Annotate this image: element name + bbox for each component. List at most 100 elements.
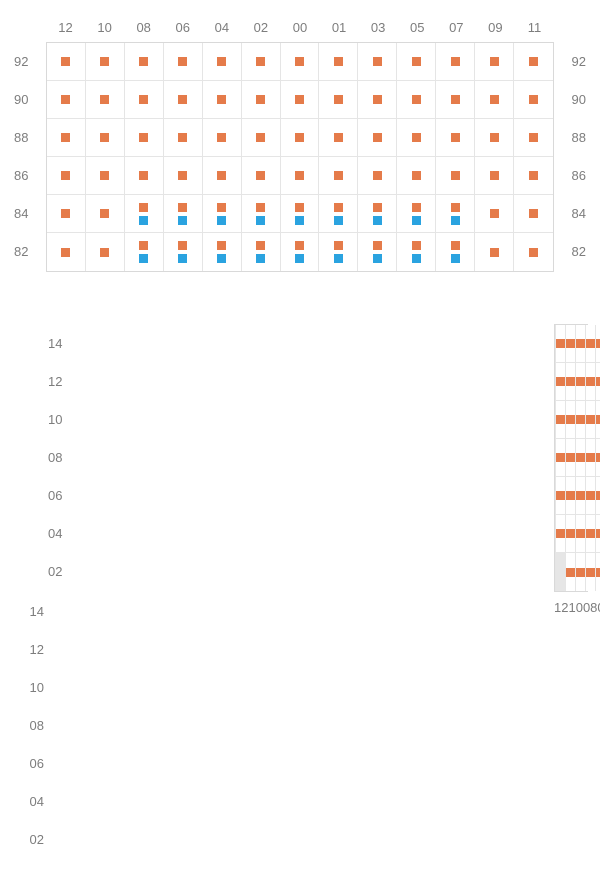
seat-cell[interactable] [125,233,164,271]
seat-cell[interactable] [586,439,596,477]
seat-cell[interactable] [576,325,586,363]
seat-cell[interactable] [358,119,397,157]
seat-cell[interactable] [281,81,320,119]
seat-cell[interactable] [86,157,125,195]
seat-cell[interactable] [596,553,600,591]
seat-cell[interactable] [86,43,125,81]
seat-cell[interactable] [566,363,576,401]
seat-cell[interactable] [164,233,203,271]
seat-cell[interactable] [436,233,475,271]
seat-cell[interactable] [358,43,397,81]
seat-cell[interactable] [586,401,596,439]
seat-cell[interactable] [358,81,397,119]
seat-cell[interactable] [125,81,164,119]
seat-cell[interactable] [586,363,596,401]
seat-cell[interactable] [358,233,397,271]
seat-cell[interactable] [125,43,164,81]
seat-cell[interactable] [475,233,514,271]
seat-cell[interactable] [47,233,86,271]
seat-cell[interactable] [586,477,596,515]
seat-cell[interactable] [556,401,566,439]
seat-cell[interactable] [358,195,397,233]
seat-cell[interactable] [164,81,203,119]
seat-cell[interactable] [86,81,125,119]
seat-cell[interactable] [514,43,553,81]
seat-cell[interactable] [556,325,566,363]
seat-cell[interactable] [586,325,596,363]
seat-cell[interactable] [203,195,242,233]
seat-cell[interactable] [556,477,566,515]
seat-cell[interactable] [397,233,436,271]
seat-cell[interactable] [586,553,596,591]
seat-cell[interactable] [596,325,600,363]
seat-cell[interactable] [47,157,86,195]
seat-cell[interactable] [164,195,203,233]
seat-cell[interactable] [242,43,281,81]
seat-cell[interactable] [436,43,475,81]
seat-cell[interactable] [397,119,436,157]
seat-cell[interactable] [566,477,576,515]
seat-cell[interactable] [576,553,586,591]
seat-cell[interactable] [242,195,281,233]
seat-cell[interactable] [203,81,242,119]
seat-cell[interactable] [319,233,358,271]
seat-cell[interactable] [514,195,553,233]
seat-cell[interactable] [556,439,566,477]
seat-cell[interactable] [596,515,600,553]
seat-cell[interactable] [596,439,600,477]
seat-cell[interactable] [397,157,436,195]
seat-cell[interactable] [436,157,475,195]
seat-cell[interactable] [475,119,514,157]
seat-cell[interactable] [47,119,86,157]
seat-cell[interactable] [281,195,320,233]
seat-cell[interactable] [47,195,86,233]
seat-cell[interactable] [576,477,586,515]
seat-cell[interactable] [596,477,600,515]
seat-cell[interactable] [164,43,203,81]
seat-cell[interactable] [514,233,553,271]
seat-cell[interactable] [436,195,475,233]
seat-cell[interactable] [203,157,242,195]
seat-cell[interactable] [86,233,125,271]
seat-cell[interactable] [596,401,600,439]
seat-cell[interactable] [47,81,86,119]
seat-cell[interactable] [397,195,436,233]
seat-cell[interactable] [281,119,320,157]
seat-cell[interactable] [514,119,553,157]
seat-cell[interactable] [47,43,86,81]
seat-cell[interactable] [566,325,576,363]
seat-cell[interactable] [281,157,320,195]
seat-cell[interactable] [125,157,164,195]
seat-cell[interactable] [566,401,576,439]
seat-cell[interactable] [242,233,281,271]
seat-cell[interactable] [319,43,358,81]
seat-cell[interactable] [86,119,125,157]
seat-cell[interactable] [556,515,566,553]
seat-cell[interactable] [576,515,586,553]
seat-cell[interactable] [242,157,281,195]
seat-cell[interactable] [242,119,281,157]
seat-cell[interactable] [125,195,164,233]
seat-cell[interactable] [203,119,242,157]
seat-cell[interactable] [242,81,281,119]
seat-cell[interactable] [319,81,358,119]
seat-cell[interactable] [164,119,203,157]
seat-cell[interactable] [397,43,436,81]
seat-cell[interactable] [514,157,553,195]
seat-cell[interactable] [556,363,566,401]
seat-cell[interactable] [576,439,586,477]
seat-cell[interactable] [566,515,576,553]
seat-cell[interactable] [281,43,320,81]
seat-cell[interactable] [586,515,596,553]
seat-cell[interactable] [475,43,514,81]
seat-cell[interactable] [475,157,514,195]
seat-cell[interactable] [86,195,125,233]
seat-cell[interactable] [436,119,475,157]
seat-cell[interactable] [566,439,576,477]
seat-cell[interactable] [576,363,586,401]
seat-cell[interactable] [566,553,576,591]
seat-cell[interactable] [475,81,514,119]
seat-cell[interactable] [203,43,242,81]
seat-cell[interactable] [596,363,600,401]
seat-cell[interactable] [514,81,553,119]
